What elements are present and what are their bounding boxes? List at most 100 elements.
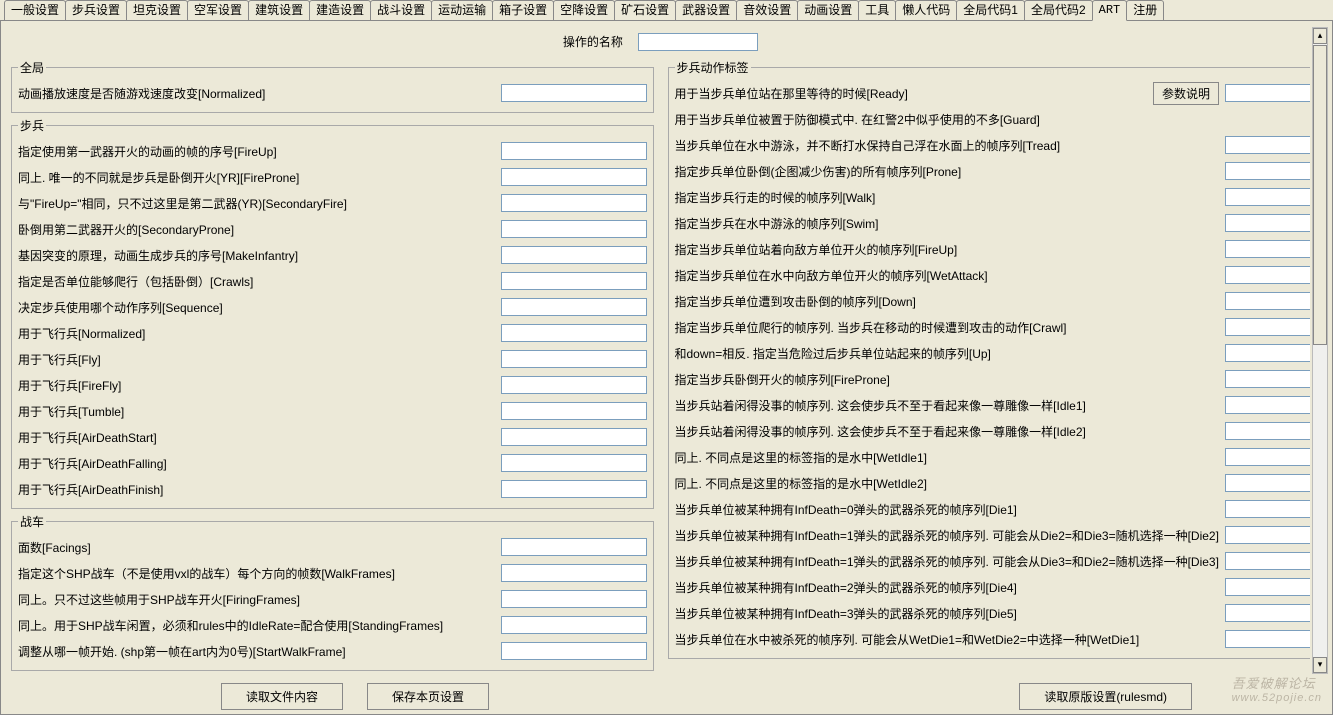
setting-row: 当步兵站着闲得没事的帧序列. 这会使步兵不至于看起来像一尊雕像一样[Idle2] [675, 418, 1311, 444]
setting-row: 当步兵单位被某种拥有InfDeath=3弹头的武器杀死的帧序列[Die5] [675, 600, 1311, 626]
setting-input[interactable] [1225, 422, 1310, 440]
tab-建筑设置[interactable]: 建筑设置 [248, 0, 310, 20]
setting-label: 和down=相反. 指定当危险过后步兵单位站起来的帧序列[Up] [675, 345, 1219, 362]
setting-row: 指定当步兵单位遭到攻击卧倒的帧序列[Down] [675, 288, 1311, 314]
tab-步兵设置[interactable]: 步兵设置 [65, 0, 127, 20]
setting-input[interactable] [501, 350, 647, 368]
setting-label: 当步兵单位被某种拥有InfDeath=1弹头的武器杀死的帧序列. 可能会从Die… [675, 553, 1219, 570]
setting-input[interactable] [501, 246, 647, 264]
setting-input[interactable] [1225, 370, 1310, 388]
tab-坦克设置[interactable]: 坦克设置 [126, 0, 188, 20]
group-legend: 全局 [18, 59, 46, 76]
setting-input[interactable] [1225, 344, 1310, 362]
vertical-scrollbar[interactable]: ▴ ▾ [1312, 27, 1328, 674]
save-page-button[interactable]: 保存本页设置 [367, 683, 489, 710]
setting-label: 同上。只不过这些帧用于SHP战车开火[FiringFrames] [18, 591, 495, 608]
tab-空降设置[interactable]: 空降设置 [553, 0, 615, 20]
setting-input[interactable] [1225, 474, 1310, 492]
setting-row: 指定当步兵单位站着向敌方单位开火的帧序列[FireUp] [675, 236, 1311, 262]
setting-row: 当步兵单位被某种拥有InfDeath=1弹头的武器杀死的帧序列. 可能会从Die… [675, 548, 1311, 574]
tab-空军设置[interactable]: 空军设置 [187, 0, 249, 20]
setting-label: 当步兵单位被某种拥有InfDeath=1弹头的武器杀死的帧序列. 可能会从Die… [675, 527, 1219, 544]
setting-input[interactable] [1225, 240, 1310, 258]
setting-input[interactable] [501, 642, 647, 660]
setting-row: 与"FireUp="相同，只不过这里是第二武器(YR)[SecondaryFir… [18, 190, 647, 216]
setting-input[interactable] [501, 194, 647, 212]
setting-input[interactable] [1225, 318, 1310, 336]
tab-箱子设置[interactable]: 箱子设置 [492, 0, 554, 20]
read-original-button[interactable]: 读取原版设置(rulesmd) [1019, 683, 1192, 710]
tab-全局代码1[interactable]: 全局代码1 [956, 0, 1025, 20]
setting-input[interactable] [1225, 266, 1310, 284]
tab-ART[interactable]: ART [1092, 0, 1128, 21]
setting-input[interactable] [1225, 292, 1310, 310]
setting-input[interactable] [1225, 552, 1310, 570]
read-file-button[interactable]: 读取文件内容 [221, 683, 343, 710]
right-column: 步兵动作标签用于当步兵单位站在那里等待的时候[Ready]参数说明用于当步兵单位… [668, 59, 1311, 674]
setting-input[interactable] [1225, 630, 1310, 648]
setting-input[interactable] [501, 616, 647, 634]
setting-row: 同上。只不过这些帧用于SHP战车开火[FiringFrames] [18, 586, 647, 612]
setting-label: 用于飞行兵[Fly] [18, 351, 495, 368]
setting-row: 指定是否单位能够爬行（包括卧倒）[Crawls] [18, 268, 647, 294]
setting-input[interactable] [501, 402, 647, 420]
setting-input[interactable] [1225, 188, 1310, 206]
setting-input[interactable] [1225, 578, 1310, 596]
tab-工具[interactable]: 工具 [858, 0, 896, 20]
group-legend: 步兵动作标签 [675, 59, 751, 76]
tab-武器设置[interactable]: 武器设置 [675, 0, 737, 20]
tab-战斗设置[interactable]: 战斗设置 [370, 0, 432, 20]
setting-label: 用于飞行兵[AirDeathFalling] [18, 455, 495, 472]
setting-input[interactable] [1225, 214, 1310, 232]
setting-label: 动画播放速度是否随游戏速度改变[Normalized] [18, 85, 495, 102]
setting-input[interactable] [501, 538, 647, 556]
setting-label: 指定当步兵行走的时候的帧序列[Walk] [675, 189, 1219, 206]
setting-input[interactable] [501, 590, 647, 608]
setting-input[interactable] [501, 376, 647, 394]
tab-一般设置[interactable]: 一般设置 [4, 0, 66, 20]
setting-input[interactable] [501, 298, 647, 316]
setting-input[interactable] [501, 564, 647, 582]
setting-row: 用于飞行兵[AirDeathFinish] [18, 476, 647, 502]
setting-label: 指定使用第一武器开火的动画的帧的序号[FireUp] [18, 143, 495, 160]
tab-建造设置[interactable]: 建造设置 [309, 0, 371, 20]
setting-label: 当步兵单位被某种拥有InfDeath=3弹头的武器杀死的帧序列[Die5] [675, 605, 1219, 622]
group-步兵动作标签: 步兵动作标签用于当步兵单位站在那里等待的时候[Ready]参数说明用于当步兵单位… [668, 59, 1311, 659]
tab-动画设置[interactable]: 动画设置 [797, 0, 859, 20]
setting-input[interactable] [501, 272, 647, 290]
setting-input[interactable] [1225, 136, 1310, 154]
setting-row: 同上. 唯一的不同就是步兵是卧倒开火[YR][FireProne] [18, 164, 647, 190]
param-description-button[interactable]: 参数说明 [1153, 82, 1219, 105]
setting-input[interactable] [501, 84, 647, 102]
tab-懒人代码[interactable]: 懒人代码 [895, 0, 957, 20]
title-input[interactable] [638, 33, 758, 51]
tab-音效设置[interactable]: 音效设置 [736, 0, 798, 20]
setting-row: 指定当步兵单位爬行的帧序列. 当步兵在移动的时候遭到攻击的动作[Crawl] [675, 314, 1311, 340]
tab-矿石设置[interactable]: 矿石设置 [614, 0, 676, 20]
tab-注册[interactable]: 注册 [1126, 0, 1164, 20]
setting-input[interactable] [501, 480, 647, 498]
scroll-thumb[interactable] [1313, 45, 1327, 345]
setting-input[interactable] [501, 168, 647, 186]
setting-input[interactable] [501, 220, 647, 238]
setting-input[interactable] [1225, 396, 1310, 414]
tab-bar: 一般设置步兵设置坦克设置空军设置建筑设置建造设置战斗设置运动运输箱子设置空降设置… [0, 0, 1333, 20]
setting-input[interactable] [501, 428, 647, 446]
setting-input[interactable] [501, 324, 647, 342]
tab-运动运输[interactable]: 运动运输 [431, 0, 493, 20]
setting-row: 指定当步兵卧倒开火的帧序列[FireProne] [675, 366, 1311, 392]
setting-input[interactable] [501, 142, 647, 160]
setting-input[interactable] [1225, 84, 1310, 102]
setting-input[interactable] [1225, 500, 1310, 518]
scroll-up-button[interactable]: ▴ [1313, 28, 1327, 44]
setting-input[interactable] [1225, 162, 1310, 180]
setting-row: 调整从哪一帧开始. (shp第一帧在art内为0号)[StartWalkFram… [18, 638, 647, 664]
setting-label: 用于飞行兵[FireFly] [18, 377, 495, 394]
setting-input[interactable] [1225, 526, 1310, 544]
setting-input[interactable] [501, 454, 647, 472]
setting-input[interactable] [1225, 448, 1310, 466]
tab-全局代码2[interactable]: 全局代码2 [1024, 0, 1093, 20]
scroll-down-button[interactable]: ▾ [1313, 657, 1327, 673]
setting-label: 用于当步兵单位站在那里等待的时候[Ready] [675, 85, 1147, 102]
setting-input[interactable] [1225, 604, 1310, 622]
